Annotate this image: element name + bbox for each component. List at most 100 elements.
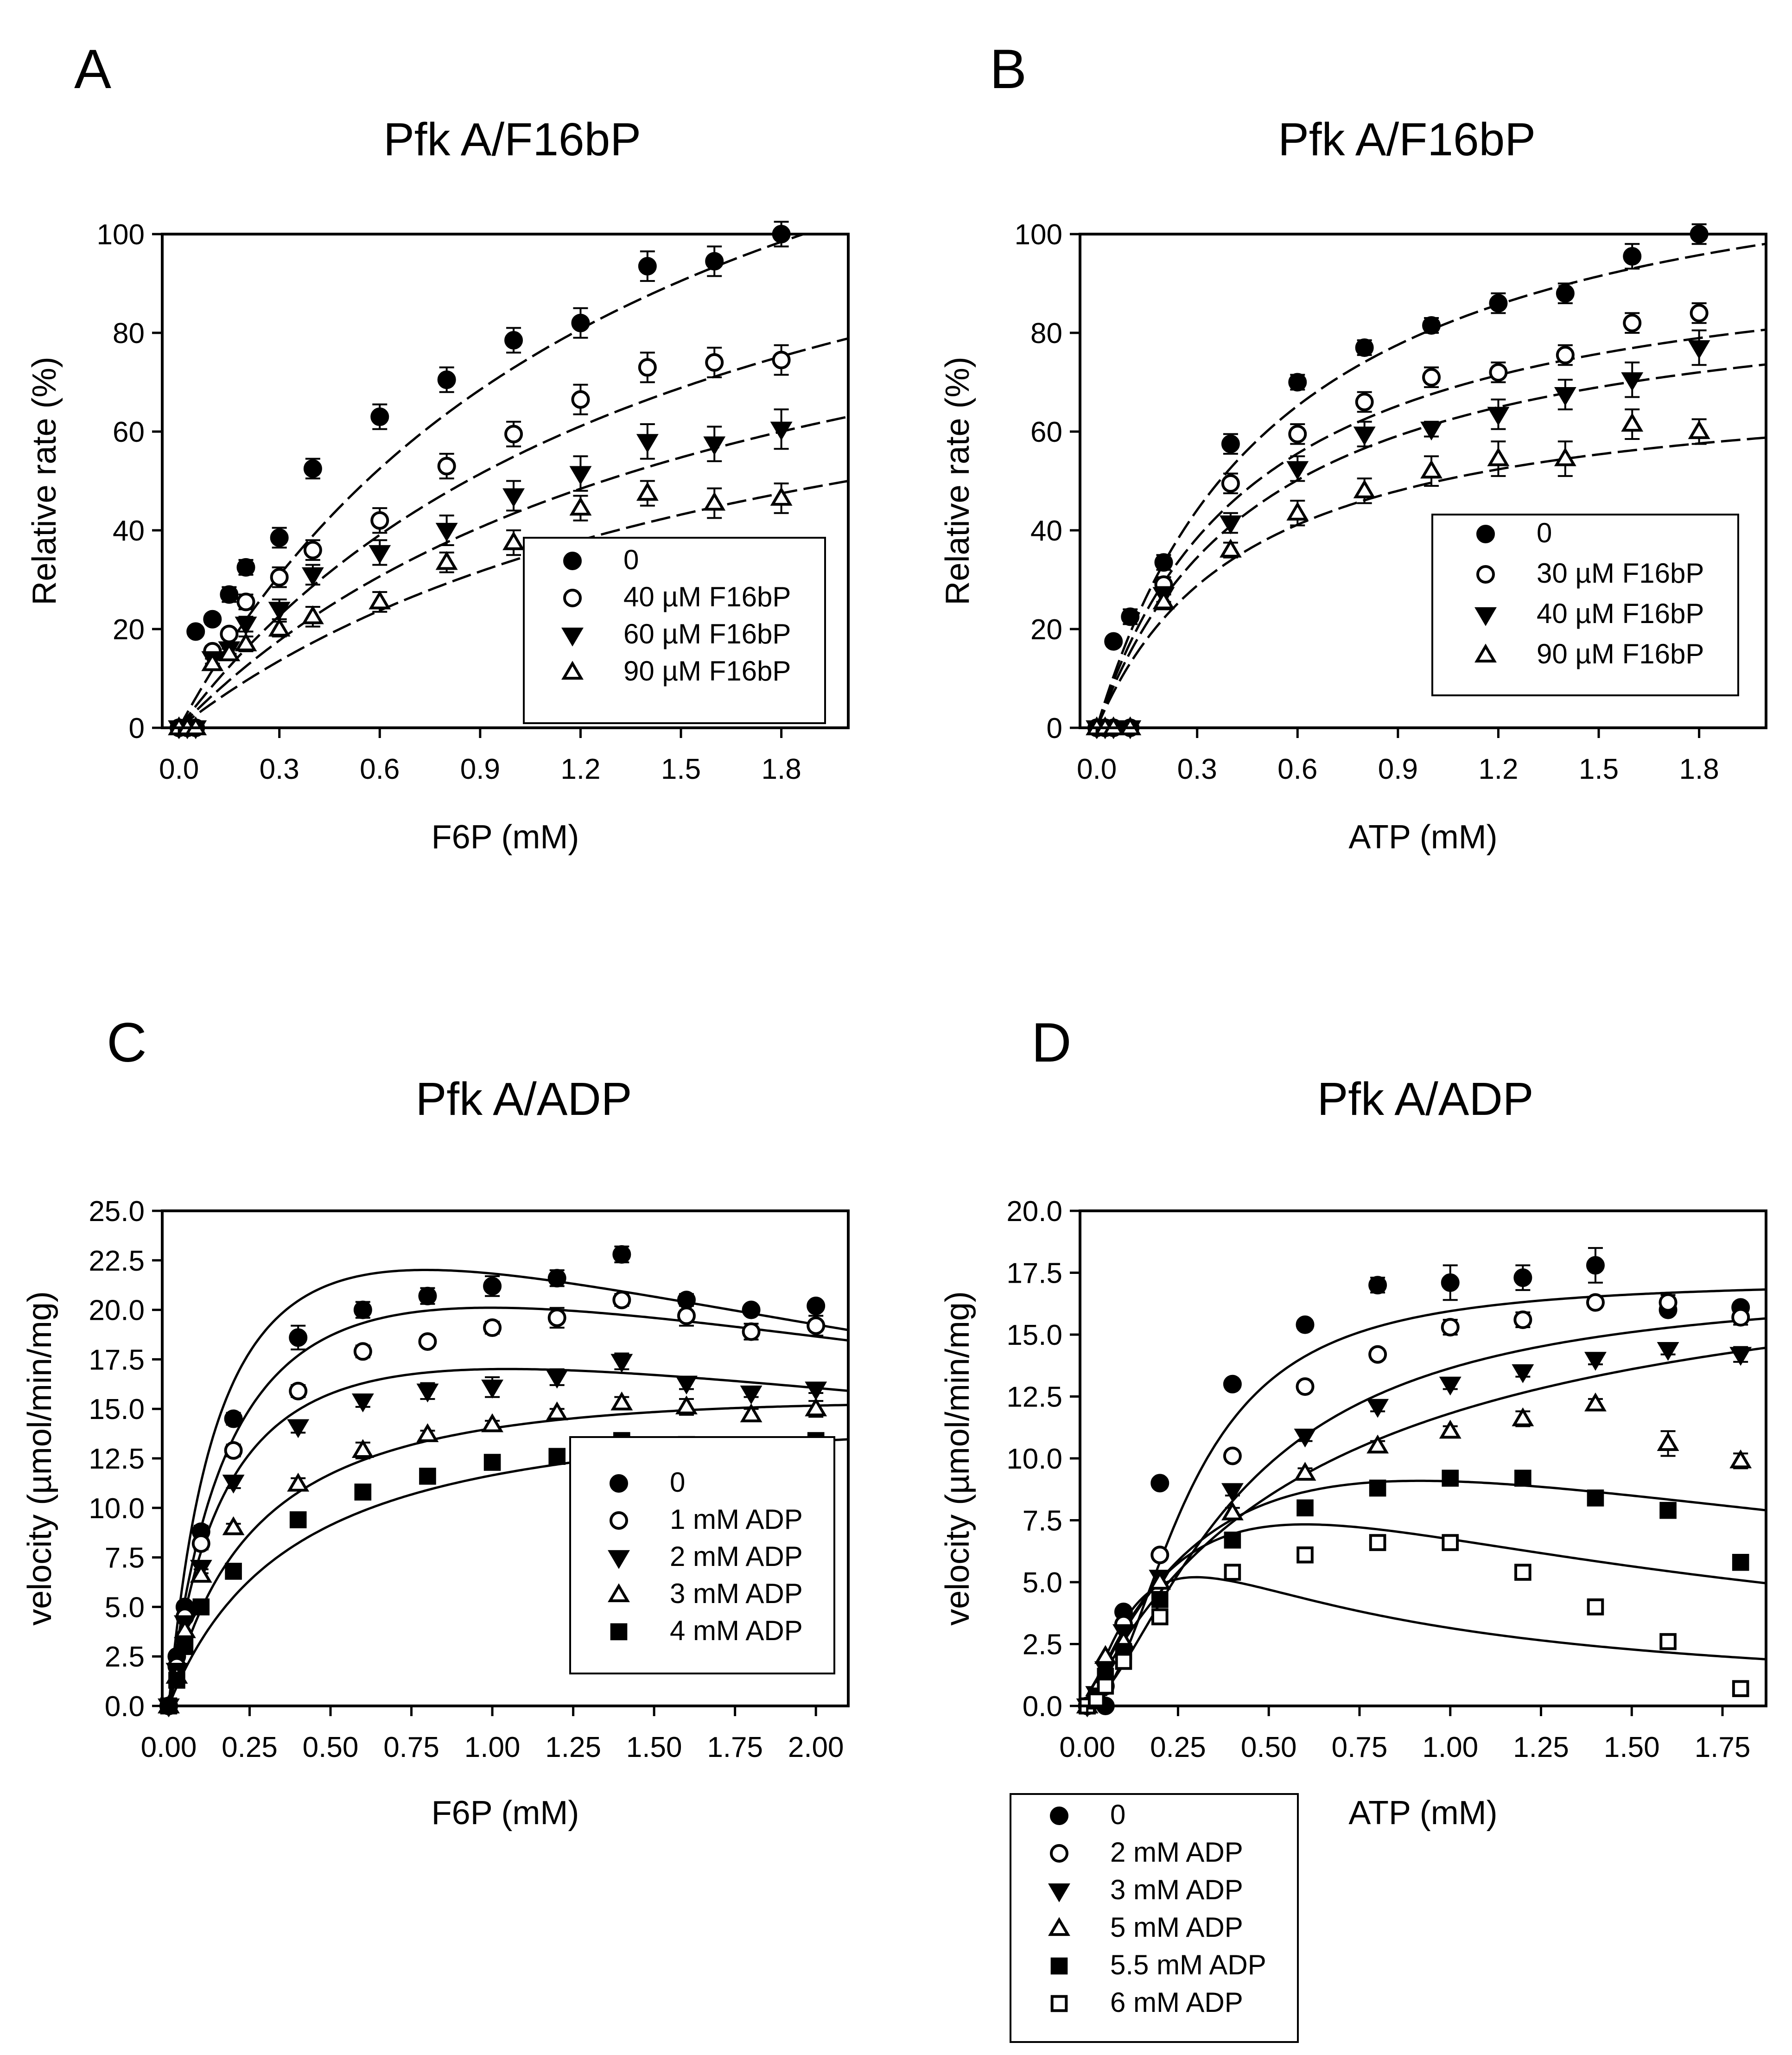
data-point [1621, 413, 1644, 432]
data-point [192, 1598, 210, 1616]
data-point [1420, 459, 1442, 479]
data-point [1224, 1564, 1241, 1581]
y-tick-label: 10.0 [89, 1493, 145, 1525]
data-point [301, 605, 324, 624]
legend-marker [1050, 1807, 1068, 1825]
data-point [351, 1439, 374, 1458]
legend-marker [1474, 643, 1497, 663]
fit-curve-3 [178, 480, 848, 728]
data-point [1224, 1531, 1241, 1549]
data-point [546, 1401, 568, 1420]
x-tick-label: 1.5 [661, 753, 701, 785]
data-point [1221, 1483, 1244, 1502]
legend-label: 3 mM ADP [1110, 1874, 1243, 1905]
data-point [1353, 426, 1376, 445]
x-axis-label: F6P (mM) [432, 819, 579, 856]
data-point [1657, 1342, 1679, 1361]
legend-box [1431, 514, 1739, 696]
data-point [547, 1269, 566, 1288]
x-tick-label: 0.50 [1241, 1731, 1297, 1763]
data-point [1731, 1308, 1750, 1327]
data-point [287, 1419, 310, 1438]
data-point [1422, 316, 1441, 335]
data-point [1115, 1653, 1132, 1670]
y-tick-label: 0.0 [105, 1691, 145, 1723]
data-point [1439, 1419, 1462, 1439]
data-point [1442, 1470, 1459, 1487]
y-tick-label: 20.0 [89, 1295, 145, 1327]
data-point [173, 1619, 196, 1638]
legend-label: 0 [1110, 1799, 1125, 1830]
data-point [1369, 1479, 1386, 1497]
legend-label: 4 mM ADP [670, 1615, 803, 1646]
data-point [270, 568, 289, 587]
y-tick-label: 2.5 [105, 1641, 145, 1673]
series-1 [159, 1291, 826, 1715]
legend-label: 0 [1537, 517, 1552, 548]
data-point [353, 1342, 372, 1361]
y-tick-label: 40 [113, 515, 145, 547]
data-point [1219, 515, 1242, 534]
data-point [705, 252, 724, 271]
fit-curve-2 [1086, 1346, 1766, 1706]
data-point [1104, 632, 1123, 651]
data-point [416, 1423, 439, 1442]
x-tick-label: 0.3 [1177, 753, 1217, 785]
data-point [1221, 474, 1240, 493]
data-point [1154, 553, 1173, 572]
x-tick-label: 1.50 [1604, 1731, 1660, 1763]
fit-curve-0 [178, 234, 807, 728]
data-point [1094, 1645, 1117, 1664]
data-point [1512, 1364, 1534, 1383]
fit-curve-2 [167, 1368, 848, 1706]
data-point [1512, 1407, 1534, 1426]
data-point [222, 1475, 245, 1494]
legend: 0 40 µM F16bP 60 µM F16bP 90 µM F16bP [523, 537, 826, 724]
data-point [235, 632, 257, 652]
data-point [1584, 1352, 1607, 1371]
series-3 [1086, 408, 1710, 736]
legend-label: 0 [623, 544, 639, 575]
data-point [220, 585, 239, 604]
data-point [1554, 387, 1576, 406]
data-point [301, 567, 324, 586]
legend-label: 90 µM F16bP [1537, 638, 1704, 669]
data-point [1286, 502, 1309, 521]
data-point [1152, 590, 1175, 610]
legend-marker [1048, 1917, 1070, 1936]
legend-label: 5 mM ADP [1110, 1912, 1243, 1943]
y-tick-label: 22.5 [89, 1245, 145, 1277]
x-tick-label: 0.75 [1332, 1731, 1388, 1763]
data-point [268, 617, 291, 637]
x-tick-label: 1.75 [1695, 1731, 1751, 1763]
legend-marker [563, 552, 582, 570]
data-point [742, 1300, 761, 1319]
y-tick-label: 10.0 [1006, 1443, 1062, 1475]
data-point [1223, 1374, 1242, 1393]
data-point [270, 528, 289, 547]
data-point [416, 1383, 439, 1403]
chart-title: Pfk A/F16bP [1278, 114, 1536, 165]
data-point [481, 1413, 504, 1432]
data-point [1221, 434, 1240, 453]
data-point [268, 602, 291, 621]
panel-letter: A [74, 38, 111, 100]
fit-curve-0 [1087, 1288, 1766, 1706]
data-point [1353, 479, 1376, 498]
panel-letter: C [107, 1012, 147, 1074]
data-point [677, 1306, 696, 1325]
data-point [1151, 1591, 1169, 1608]
legend-label: 60 µM F16bP [623, 618, 791, 649]
data-point [1659, 1633, 1677, 1650]
fit-curve-1 [178, 337, 848, 728]
data-point [1286, 461, 1309, 480]
legend-marker [1474, 607, 1497, 626]
data-point [435, 551, 458, 570]
legend-label: 0 [670, 1467, 685, 1498]
data-point [1288, 425, 1307, 444]
data-point [1514, 1470, 1531, 1487]
y-tick-label: 20 [1030, 614, 1062, 646]
data-point [1441, 1273, 1460, 1292]
legend-label: 5.5 mM ADP [1110, 1949, 1266, 1980]
legend-marker [1048, 1883, 1070, 1902]
